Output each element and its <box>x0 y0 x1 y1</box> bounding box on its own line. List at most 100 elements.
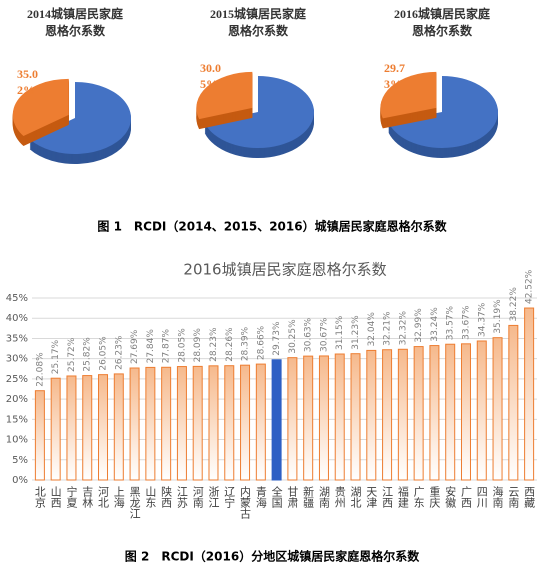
x-tick-label: 天津 <box>365 486 378 508</box>
value-label: 33.67% <box>461 305 471 340</box>
bar <box>98 374 109 481</box>
pie-title-box: 2014城镇居民家庭恩格尔系数 <box>27 7 123 38</box>
x-tick-label: 甘肃 <box>286 486 299 509</box>
bar <box>208 365 219 481</box>
x-tick-label: 宁夏 <box>65 485 78 508</box>
bar <box>318 355 329 481</box>
x-tick-label: 山东 <box>144 486 157 508</box>
x-tick-label: 全国 <box>270 485 283 509</box>
x-tick-label: 江西 <box>381 486 394 508</box>
x-tick-label: 新疆 <box>302 485 315 508</box>
bar <box>145 366 156 481</box>
value-label: 25.82% <box>83 337 93 372</box>
value-label: 32.04% <box>367 312 377 347</box>
pie-slice <box>380 71 437 119</box>
value-label: 26.05% <box>99 336 109 371</box>
y-tick-label: 35% <box>6 333 28 344</box>
value-label: 27.87% <box>162 329 172 364</box>
value-label: 25.72% <box>67 337 77 372</box>
bar <box>492 337 503 481</box>
value-label: 30.25% <box>288 319 298 354</box>
value-label: 28.09% <box>193 328 203 363</box>
bar <box>413 346 424 481</box>
y-tick-label: 15% <box>6 414 28 425</box>
bar <box>524 307 535 481</box>
bar <box>271 359 282 481</box>
bar <box>508 324 519 481</box>
pie-value-label-box: 30.05% <box>200 61 221 91</box>
pie-title-box: 2016城镇居民家庭恩格尔系数 <box>393 7 490 38</box>
value-label: 31.15% <box>335 315 345 350</box>
bar <box>82 375 93 481</box>
bar <box>287 357 298 481</box>
pie-value-label: 35.02% <box>17 67 38 97</box>
pie-slice <box>29 82 132 154</box>
x-tick-label: 湖北 <box>349 486 362 508</box>
y-tick-label: 5% <box>12 455 28 466</box>
value-label: 27.84% <box>146 329 156 364</box>
pie-slice <box>196 71 253 120</box>
caption: 图 2 RCDI（2016）分地区城镇居民家庭恩格尔系数 <box>125 549 420 564</box>
value-label: 28.26% <box>225 327 235 362</box>
bar <box>192 365 203 481</box>
x-tick-label: 海南 <box>491 485 504 508</box>
pie-value-label: 29.73% <box>384 61 405 91</box>
pie-slice <box>12 78 69 137</box>
pie-slice <box>388 76 498 148</box>
x-tick-label: 河北 <box>97 486 110 508</box>
x-tick-label: 内蒙古 <box>239 485 252 519</box>
y-tick-label: 30% <box>6 354 28 365</box>
bar <box>66 375 77 481</box>
pie-value-label-box: 35.02% <box>17 67 38 97</box>
value-label: 42.52% <box>525 269 535 304</box>
value-label: 30.63% <box>304 317 314 352</box>
x-tick-label: 四川 <box>475 486 488 508</box>
y-tick-label: 25% <box>6 374 28 385</box>
bar <box>255 363 266 481</box>
value-label: 28.66% <box>256 325 266 360</box>
value-label: 22.08% <box>35 352 45 387</box>
x-tick-label: 河南 <box>191 486 204 508</box>
x-tick-label: 西藏 <box>523 486 536 509</box>
pie-title: 2015城镇居民家庭恩格尔系数 <box>209 7 306 38</box>
bar <box>445 343 456 481</box>
x-tick-label: 浙江 <box>207 486 220 508</box>
pie-title: 2016城镇居民家庭恩格尔系数 <box>393 7 490 38</box>
x-tick-label: 福建 <box>396 485 409 509</box>
value-label: 28.39% <box>241 326 251 361</box>
x-tick-label: 青海 <box>254 486 267 509</box>
bar <box>460 343 471 481</box>
y-tick-label: 0% <box>12 475 28 486</box>
value-label: 33.57% <box>446 305 456 340</box>
bar <box>303 355 314 481</box>
value-label: 32.32% <box>398 311 408 346</box>
value-label: 28.23% <box>209 327 219 362</box>
bar <box>350 353 361 481</box>
caption: 图 1 RCDI（2014、2015、2016）城镇居民家庭恩格尔系数 <box>97 219 447 234</box>
y-tick-label: 40% <box>6 313 28 324</box>
chart-title: 2016城镇居民家庭恩格尔系数 <box>183 261 386 279</box>
value-label: 26.23% <box>114 335 124 370</box>
bar <box>382 349 393 481</box>
value-label: 28.05% <box>177 328 187 363</box>
bar <box>176 366 187 481</box>
x-tick-label: 重庆 <box>428 485 441 509</box>
y-tick-label: 20% <box>6 394 28 405</box>
x-tick-label: 吉林 <box>81 486 94 508</box>
x-tick-label: 黑龙江 <box>128 486 141 519</box>
value-label: 30.67% <box>319 317 329 352</box>
bar <box>161 366 172 481</box>
x-tick-label: 陕西 <box>160 485 173 508</box>
x-tick-label: 贵州 <box>333 486 346 508</box>
bar <box>224 365 235 481</box>
y-tick-label: 10% <box>6 435 28 446</box>
value-label: 32.99% <box>414 308 424 343</box>
value-label: 31.23% <box>351 315 361 350</box>
x-tick-label: 山西 <box>49 486 62 508</box>
x-tick-label: 辽宁 <box>223 486 236 508</box>
bar <box>476 340 487 481</box>
value-label: 33.24% <box>430 307 440 342</box>
y-tick-label: 45% <box>6 293 28 304</box>
x-tick-label: 广西 <box>459 486 472 508</box>
